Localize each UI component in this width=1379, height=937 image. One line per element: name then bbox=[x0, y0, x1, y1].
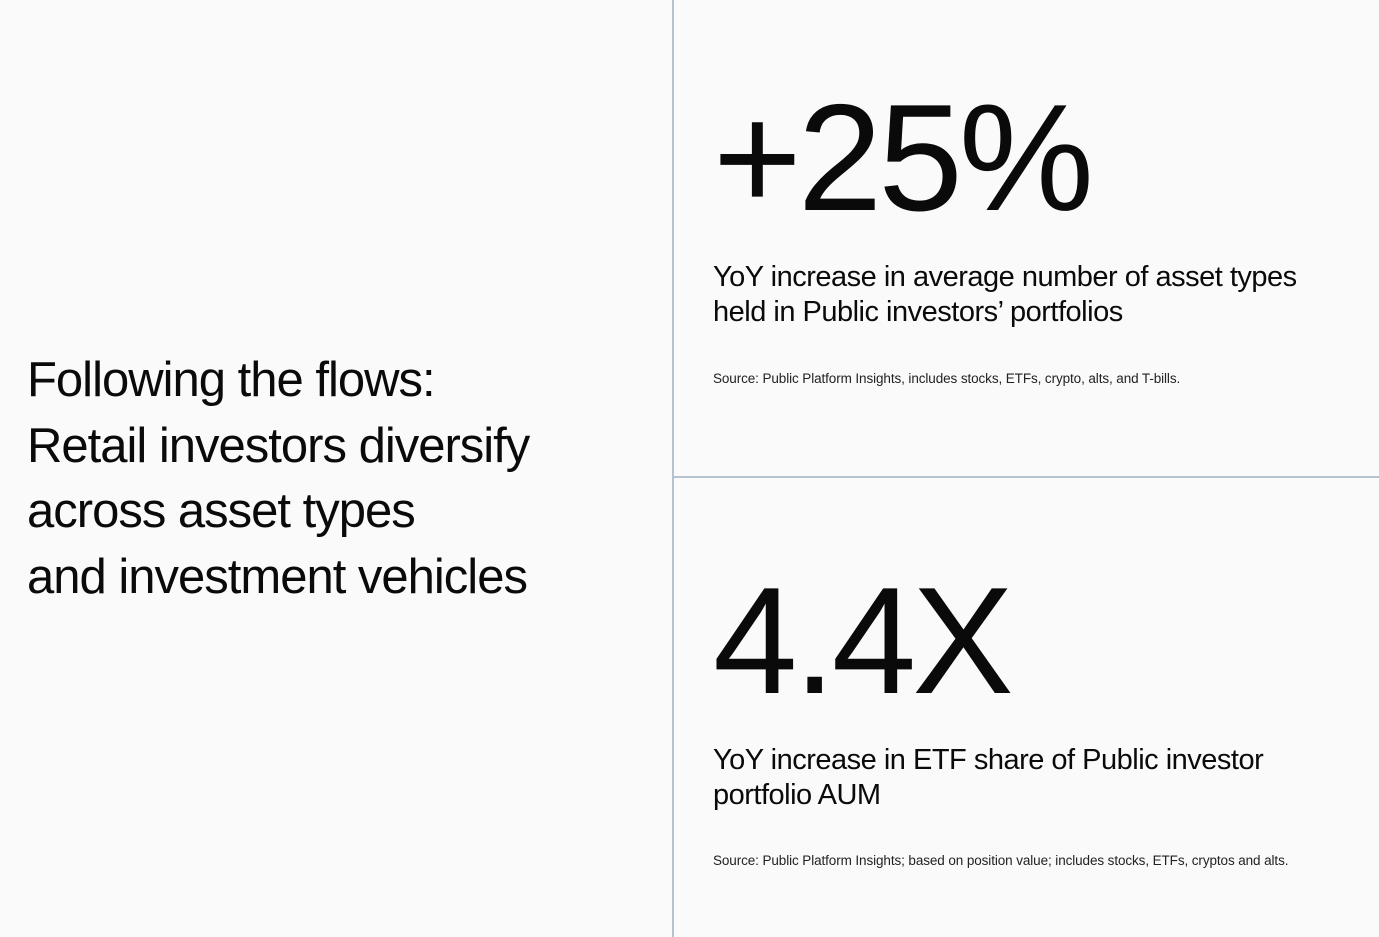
horizontal-divider bbox=[674, 476, 1379, 478]
vertical-divider bbox=[672, 0, 674, 937]
stat-asset-types: +25% YoY increase in average number of a… bbox=[713, 73, 1363, 386]
stat-value: 4.4X bbox=[713, 556, 1014, 726]
stat-source: Source: Public Platform Insights, includ… bbox=[713, 371, 1181, 386]
stat-description: YoY increase in average number of asset … bbox=[713, 261, 1297, 328]
stat-etf-share: 4.4X YoY increase in ETF share of Public… bbox=[713, 556, 1363, 868]
headline-line: Following the flows: bbox=[27, 353, 436, 407]
stat-source: Source: Public Platform Insights; based … bbox=[713, 853, 1289, 868]
headline-line: across asset types bbox=[27, 484, 416, 538]
headline-line: Retail investors diversify bbox=[27, 418, 530, 473]
headline: Following the flows: Retail investors di… bbox=[27, 348, 667, 610]
stat-description: YoY increase in ETF share of Public inve… bbox=[713, 744, 1264, 811]
stat-value: +25% bbox=[713, 73, 1094, 243]
headline-line: and investment vehicles bbox=[27, 549, 528, 604]
